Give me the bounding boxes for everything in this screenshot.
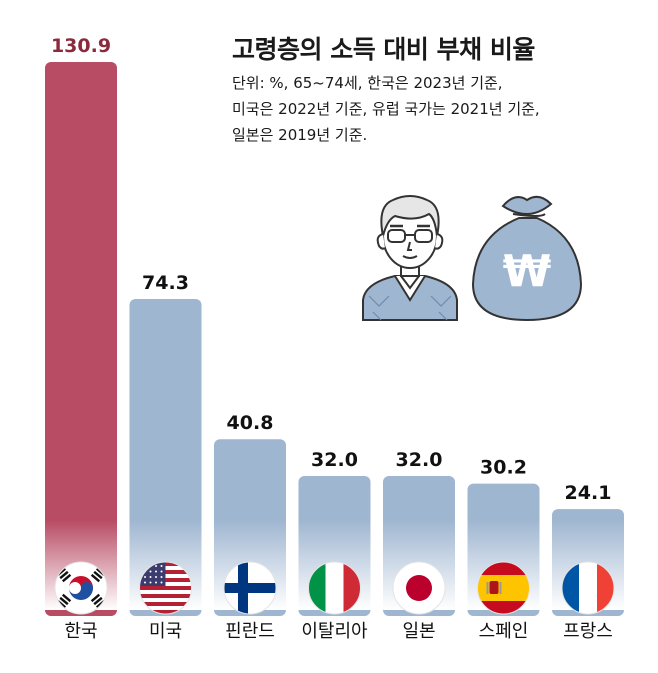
value-label-1: 74.3	[142, 272, 189, 294]
category-label-3: 이탈리아	[301, 621, 368, 642]
category-label-2: 핀란드	[225, 621, 275, 642]
value-label-5: 30.2	[480, 457, 527, 479]
value-label-3: 32.0	[311, 449, 358, 471]
category-label-4: 일본	[402, 621, 435, 642]
currency-symbol: ₩	[503, 246, 552, 297]
value-label-2: 40.8	[227, 412, 274, 434]
value-label-4: 32.0	[396, 449, 443, 471]
category-label-0: 한국	[64, 621, 97, 642]
value-label-0: 130.9	[51, 35, 111, 57]
chart-title: 고령층의 소득 대비 부채 비율	[232, 35, 535, 64]
usa-flag	[139, 561, 192, 615]
finland-flag	[223, 561, 277, 615]
spain-flag	[477, 561, 530, 615]
korea-flag	[54, 561, 108, 615]
category-label-5: 스페인	[479, 621, 529, 642]
money-bag-icon: ₩	[471, 195, 583, 322]
illustration: ₩	[362, 195, 583, 322]
japan-flag	[392, 561, 446, 615]
france-flag	[561, 561, 615, 615]
value-label-6: 24.1	[565, 482, 612, 504]
elderly-man-icon	[362, 195, 458, 321]
italy-flag	[308, 561, 361, 615]
category-label-6: 프랑스	[563, 621, 613, 642]
bar-0	[45, 62, 117, 616]
category-label-1: 미국	[149, 621, 182, 642]
chart-subtitle: 단위: %, 65~74세, 한국은 2023년 기준, 미국은 2022년 기…	[232, 74, 540, 144]
